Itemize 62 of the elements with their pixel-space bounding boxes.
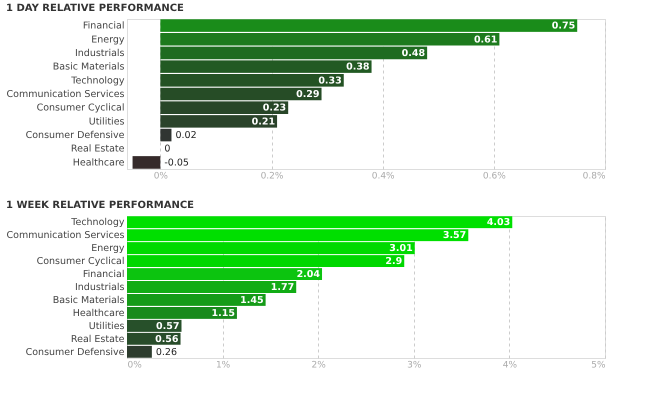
- y-tick-label: Real Estate: [70, 144, 125, 155]
- y-tick-label: Consumer Defensive: [26, 130, 125, 142]
- y-tick-label: Consumer Cyclical: [36, 256, 124, 268]
- data-label: 2.04: [296, 269, 320, 280]
- x-tick-label: 0%: [154, 172, 168, 182]
- y-tick-label: Communication Services: [6, 89, 125, 100]
- chart-title: 1 DAY RELATIVE PERFORMANCE: [6, 3, 184, 14]
- y-tick-label: Technology: [70, 217, 125, 228]
- y-tick-label: Energy: [91, 243, 125, 254]
- x-tick-label: 3%: [407, 360, 422, 370]
- data-label: 2.9: [385, 256, 402, 268]
- data-label: 0.33: [318, 75, 342, 86]
- y-tick-label: Financial: [82, 20, 124, 32]
- x-tick-label: 1%: [216, 360, 231, 370]
- data-label: 0.26: [156, 346, 178, 358]
- x-tick-label: 5%: [591, 360, 606, 370]
- bar: [160, 32, 500, 46]
- bar: [160, 46, 428, 60]
- data-label: 0.61: [474, 34, 498, 46]
- data-label: 1.15: [211, 308, 235, 319]
- data-label: 0: [164, 144, 170, 155]
- chart-title: 1 WEEK RELATIVE PERFORMANCE: [6, 200, 194, 211]
- data-label: 1.45: [240, 294, 264, 306]
- y-tick-label: Technology: [70, 75, 125, 86]
- y-tick-label: Real Estate: [70, 334, 125, 345]
- x-tick-label: 0.6%: [482, 172, 506, 182]
- y-tick-label: Communication Services: [6, 230, 125, 242]
- y-tick-label: Basic Materials: [52, 62, 125, 73]
- bar: [132, 156, 160, 169]
- data-label: 0.21: [252, 116, 276, 128]
- data-label: 1.77: [270, 282, 294, 293]
- x-tick-label: 0.8%: [582, 172, 606, 182]
- data-label: 0.48: [402, 48, 426, 59]
- y-tick-label: Consumer Defensive: [26, 346, 125, 358]
- data-label: 4.03: [486, 217, 510, 228]
- data-label: 3.57: [442, 230, 466, 242]
- y-tick-label: Industrials: [74, 48, 125, 59]
- y-tick-label: Energy: [91, 34, 125, 46]
- x-tick-label: 0%: [128, 360, 142, 370]
- data-label: 0.75: [552, 20, 576, 32]
- y-tick-label: Financial: [82, 269, 124, 280]
- y-tick-label: Healthcare: [72, 308, 125, 319]
- y-tick-label: Industrials: [74, 282, 125, 293]
- data-label: -0.05: [164, 157, 189, 168]
- y-tick-label: Healthcare: [72, 157, 125, 168]
- y-tick-label: Utilities: [88, 116, 125, 128]
- data-label: 0.29: [296, 89, 320, 100]
- data-label: 0.56: [155, 334, 179, 345]
- y-tick-label: Consumer Cyclical: [36, 102, 124, 114]
- data-label: 0.38: [346, 62, 370, 73]
- data-label: 0.57: [156, 320, 180, 332]
- x-tick-label: 4%: [502, 360, 518, 370]
- data-label: 3.01: [389, 243, 413, 254]
- data-label: 0.02: [175, 130, 197, 142]
- y-tick-label: Utilities: [88, 320, 125, 332]
- x-tick-label: 0.2%: [260, 172, 284, 182]
- data-label: 0.23: [262, 102, 286, 114]
- bar: [160, 128, 172, 142]
- x-tick-label: 2%: [312, 360, 326, 370]
- x-tick-label: 0.4%: [372, 172, 396, 182]
- y-tick-label: Basic Materials: [52, 294, 125, 306]
- bar: [160, 19, 578, 32]
